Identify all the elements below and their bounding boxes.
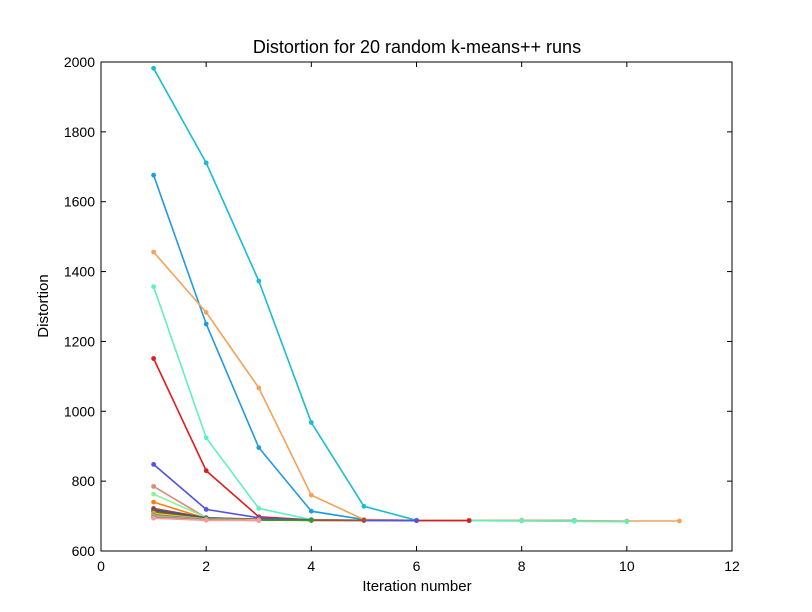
series-20-point [151,515,157,521]
series-6-point [203,507,209,512]
series-4-point [571,518,577,524]
series-3-point [308,492,314,498]
x-axis-label: Iteration number [362,578,471,595]
series-1-point [308,420,314,425]
series-20-point [256,517,262,523]
series-3-point [256,385,262,391]
x-tick-label: 2 [202,558,210,574]
series-4-point [151,284,157,289]
series-1-point [151,65,157,71]
series-10-point [361,517,367,523]
series-4-point [256,506,262,511]
series-1-point [256,278,262,284]
y-axis-label: Distortion [35,274,52,337]
series-1-point [203,160,209,166]
series-20-point [203,517,209,523]
series-3-point [203,310,209,315]
series-5-point [203,468,209,474]
series-6-point [151,462,157,467]
x-tick-label: 8 [518,558,526,574]
x-tick-label: 12 [724,558,740,574]
series-3-point [677,518,682,524]
series-4-point [624,519,630,525]
series-9-point [151,499,157,505]
x-tick-label: 10 [619,558,635,574]
series-1-point [361,503,367,509]
series-3-point [151,249,157,255]
series-4-point [203,435,209,441]
y-tick-label: 1000 [64,403,95,419]
series-6-point [414,518,419,523]
y-tick-label: 800 [72,473,96,489]
series-2-point [256,445,262,450]
x-tick-label: 6 [413,558,421,574]
plot-lines [151,65,682,525]
x-tick-label: 0 [97,558,105,574]
series-line-2 [152,174,627,523]
y-tick-label: 600 [72,543,96,559]
y-tick-label: 1600 [64,194,95,210]
series-7-point [151,484,157,489]
y-tick-label: 1200 [64,333,95,349]
series-2-point [151,172,157,178]
series-2-point [308,508,314,514]
series-13-point [308,517,314,523]
series-4-point [519,518,525,524]
y-tick-label: 1400 [64,264,95,280]
series-2-point [203,321,209,327]
plot-frame [100,61,733,552]
series-5-point [466,518,472,523]
axis-ticks: 0 2 4 6 8 10 12 600 800 1000 1200 1400 1600 1800 2000 [64,54,740,574]
series-5-point [151,356,157,361]
chart-title: Distortion for 20 random k-means++ runs [253,37,581,57]
y-tick-label: 2000 [64,54,95,70]
x-tick-label: 4 [307,558,315,574]
series-8-point [151,491,157,497]
y-tick-label: 1800 [64,124,95,140]
